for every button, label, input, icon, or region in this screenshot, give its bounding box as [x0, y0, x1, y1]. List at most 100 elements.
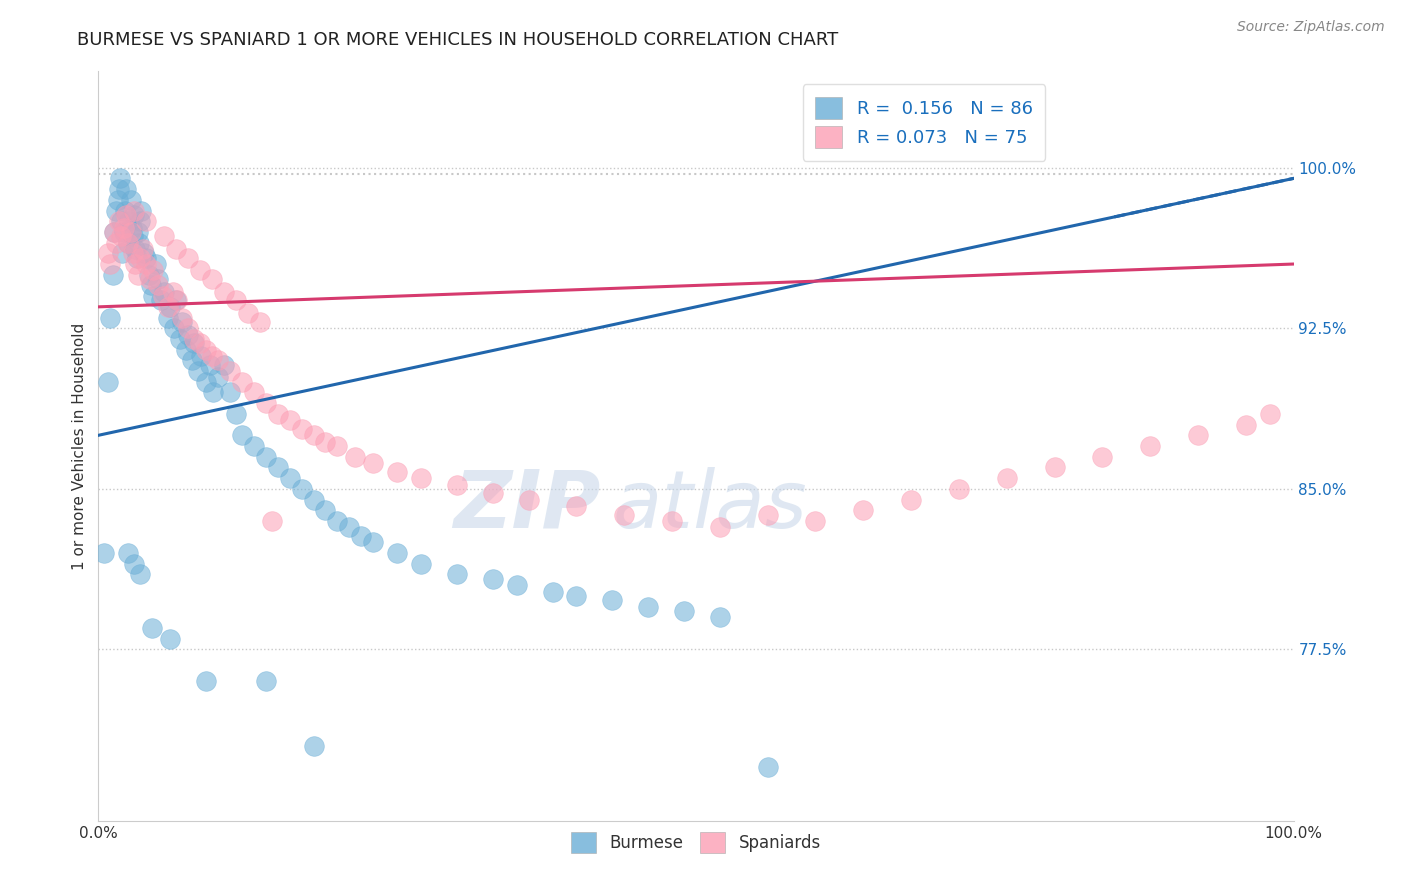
- Point: [267, 460, 290, 475]
- Point: [326, 514, 349, 528]
- Point: [481, 572, 505, 586]
- Point: [97, 375, 120, 389]
- Point: [110, 229, 132, 244]
- Point: [124, 208, 146, 222]
- Point: [1091, 450, 1114, 464]
- Point: [195, 375, 218, 389]
- Point: [195, 674, 218, 689]
- Point: [350, 529, 373, 543]
- Point: [114, 203, 136, 218]
- Point: [541, 584, 564, 599]
- Point: [135, 251, 157, 265]
- Point: [243, 385, 266, 400]
- Point: [107, 214, 129, 228]
- Point: [117, 235, 139, 250]
- Point: [115, 208, 138, 222]
- Point: [254, 396, 277, 410]
- Point: [125, 251, 148, 265]
- Point: [1234, 417, 1257, 432]
- Point: [108, 171, 131, 186]
- Point: [267, 407, 290, 421]
- Point: [131, 203, 153, 218]
- Point: [124, 557, 146, 571]
- Point: [709, 610, 731, 624]
- Point: [207, 370, 229, 384]
- Point: [115, 182, 138, 196]
- Point: [315, 503, 337, 517]
- Point: [142, 289, 165, 303]
- Point: [101, 268, 124, 282]
- Point: [117, 235, 139, 250]
- Point: [98, 310, 122, 325]
- Point: [302, 428, 325, 442]
- Point: [105, 235, 128, 250]
- Point: [93, 546, 115, 560]
- Point: [363, 456, 385, 470]
- Point: [219, 364, 242, 378]
- Point: [254, 450, 277, 464]
- Point: [243, 439, 266, 453]
- Point: [139, 278, 162, 293]
- Point: [673, 604, 696, 618]
- Point: [98, 257, 122, 271]
- Point: [187, 364, 209, 378]
- Point: [278, 471, 301, 485]
- Point: [127, 268, 149, 282]
- Point: [153, 229, 176, 244]
- Point: [166, 293, 188, 308]
- Point: [446, 477, 468, 491]
- Point: [900, 492, 922, 507]
- Point: [97, 246, 120, 260]
- Point: [291, 482, 314, 496]
- Point: [1258, 407, 1281, 421]
- Point: [120, 193, 142, 207]
- Point: [169, 332, 191, 346]
- Point: [506, 578, 529, 592]
- Point: [198, 358, 221, 372]
- Point: [129, 214, 152, 228]
- Point: [135, 257, 157, 271]
- Point: [1187, 428, 1209, 442]
- Point: [225, 293, 247, 308]
- Point: [565, 589, 588, 603]
- Point: [1043, 460, 1066, 475]
- Point: [225, 407, 247, 421]
- Point: [190, 349, 212, 363]
- Point: [156, 300, 179, 314]
- Point: [135, 214, 157, 228]
- Point: [948, 482, 970, 496]
- Point: [148, 272, 170, 286]
- Point: [411, 471, 433, 485]
- Point: [254, 674, 277, 689]
- Point: [110, 214, 132, 228]
- Point: [212, 358, 235, 372]
- Point: [1139, 439, 1161, 453]
- Point: [129, 251, 152, 265]
- Point: [122, 229, 145, 244]
- Point: [202, 385, 225, 400]
- Point: [231, 428, 253, 442]
- Point: [201, 349, 224, 363]
- Point: [385, 465, 409, 479]
- Point: [709, 520, 731, 534]
- Text: Source: ZipAtlas.com: Source: ZipAtlas.com: [1237, 20, 1385, 34]
- Point: [124, 257, 146, 271]
- Point: [112, 225, 135, 239]
- Point: [411, 557, 433, 571]
- Point: [148, 278, 170, 293]
- Point: [138, 268, 160, 282]
- Point: [141, 621, 163, 635]
- Point: [260, 514, 283, 528]
- Point: [103, 225, 125, 239]
- Point: [565, 499, 588, 513]
- Point: [177, 327, 200, 342]
- Point: [315, 434, 337, 449]
- Point: [145, 257, 167, 271]
- Point: [105, 203, 128, 218]
- Point: [127, 225, 149, 239]
- Point: [124, 242, 146, 256]
- Point: [172, 310, 194, 325]
- Point: [231, 375, 253, 389]
- Point: [107, 193, 129, 207]
- Point: [122, 246, 145, 260]
